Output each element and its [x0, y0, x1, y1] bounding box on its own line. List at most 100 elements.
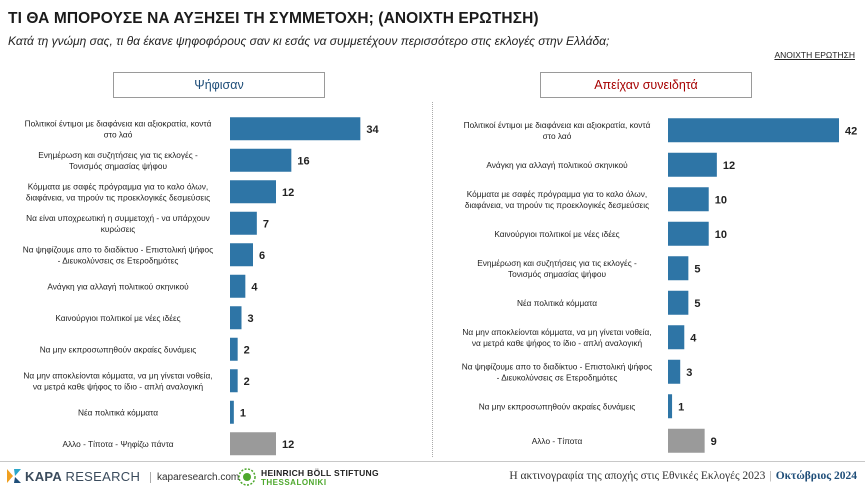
- page-title: ΤΙ ΘΑ ΜΠΟΡΟΥΣΕ ΝΑ ΑΥΞΗΣΕΙ ΤΗ ΣΥΜΜΕΤΟΧΗ; …: [8, 10, 539, 27]
- bar: [668, 325, 685, 350]
- value-label: 1: [678, 401, 684, 413]
- bar: [230, 243, 253, 267]
- category-label: Ανάγκη για αλλαγή πολιτικού σκηνικού: [47, 281, 189, 291]
- category-label-line: Κόμματα με σαφές πρόγραμμα για το καλο ό…: [467, 189, 648, 199]
- category-label-line: να μετρά καθε ψήφος το ίδιο - απλή αναλο…: [472, 338, 643, 348]
- left-bar-chart: Πολιτικοί έντιμοι με διαφάνεια και αξιοκ…: [23, 117, 379, 456]
- value-label: 4: [690, 332, 697, 344]
- category-label-line: Καινούργιοι πολιτικοί με νέες ιδέες: [55, 313, 180, 323]
- category-label-line: Ενημέρωση και συζητήσεις για τις εκλογές…: [38, 150, 198, 160]
- category-label: Να μην εκπροσωπηθούν ακραίες δυνάμεις: [40, 344, 197, 354]
- category-label-line: Καινούργιοι πολιτικοί με νέες ιδέες: [494, 229, 619, 239]
- category-label-line: διαφάνεια, να τηρούν τις προεκλογικές δε…: [465, 200, 649, 210]
- category-label: Ενημέρωση και συζητήσεις για τις εκλογές…: [477, 258, 637, 279]
- value-label: 16: [297, 155, 309, 167]
- value-label: 3: [686, 367, 692, 379]
- category-label: Ενημέρωση και συζητήσεις για τις εκλογές…: [38, 150, 198, 171]
- category-label: Να μην αποκλείονται κόμματα, να μη γίνετ…: [462, 327, 651, 348]
- value-label: 7: [263, 218, 269, 230]
- value-label: 10: [715, 194, 727, 206]
- value-label: 12: [282, 439, 294, 451]
- kapa-website: kaparesearch.com: [150, 472, 239, 483]
- value-label: 1: [240, 407, 246, 419]
- category-label-line: Να ψηφίζουμε απο το διαδίκτυο - Επιστολι…: [23, 244, 213, 254]
- kapa-brand: KAPA RESEARCH: [25, 469, 140, 484]
- category-label: Πολιτικοί έντιμοι με διαφάνεια και αξιοκ…: [25, 118, 212, 139]
- category-label-line: Να μην αποκλείονται κόμματα, να μη γίνετ…: [23, 370, 212, 380]
- right-bar-chart: Πολιτικοί έντιμοι με διαφάνεια και αξιοκ…: [462, 118, 857, 453]
- report-separator: |: [769, 470, 772, 482]
- bar: [668, 359, 681, 384]
- category-label-line: στο λαό: [104, 129, 133, 139]
- category-label-line: να μετρά καθε ψήφος το ίδιο - απλή αναλο…: [33, 381, 204, 391]
- category-label-line: Αλλο - Τίποτα: [532, 436, 583, 446]
- category-label-line: Ανάγκη για αλλαγή πολιτικού σκηνικού: [486, 160, 628, 170]
- value-label: 6: [259, 250, 265, 262]
- right-chart-title: Απείχαν συνειδητά: [540, 72, 752, 98]
- category-label-line: - Διευκολύνσεις σε Ετεροδημότες: [58, 255, 179, 265]
- category-label: Ανάγκη για αλλαγή πολιτικού σκηνικού: [486, 160, 628, 170]
- category-label: Κόμματα με σαφές πρόγραμμα για το καλο ό…: [465, 189, 649, 210]
- bar: [230, 148, 292, 172]
- category-label-line: Ανάγκη για αλλαγή πολιτικού σκηνικού: [47, 281, 189, 291]
- sunflower-icon: [238, 468, 256, 486]
- value-label: 10: [715, 229, 727, 241]
- bar: [230, 400, 234, 424]
- kapa-brand-word: KAPA: [25, 468, 62, 484]
- bar: [230, 432, 276, 456]
- value-label: 9: [711, 436, 717, 448]
- category-label-line: - Διευκολύνσεις σε Ετεροδημότες: [497, 372, 618, 382]
- category-label: Καινούργιοι πολιτικοί με νέες ιδέες: [494, 229, 619, 239]
- kapa-logo-icon: [7, 469, 21, 483]
- category-label-line: Κόμματα με σαφές πρόγραμμα για το καλο ό…: [28, 181, 209, 191]
- boll-logo: HEINRICH BÖLL STIFTUNG THESSALONIKI: [238, 468, 379, 488]
- value-label: 34: [366, 124, 379, 136]
- bar: [668, 256, 689, 281]
- category-label-line: Τονισμός σημασίας ψήφου: [508, 269, 606, 279]
- bar: [668, 394, 673, 419]
- category-label-line: Τονισμός σημασίας ψήφου: [69, 161, 167, 171]
- report-caption: Η ακτινογραφία της αποχής στις Εθνικές Ε…: [509, 470, 857, 482]
- value-label: 4: [251, 281, 258, 293]
- category-label-line: Πολιτικοί έντιμοι με διαφάνεια και αξιοκ…: [464, 120, 651, 130]
- category-label-line: Νέα πολιτικά κόμματα: [517, 298, 597, 308]
- value-label: 2: [244, 344, 250, 356]
- footer-divider: [0, 461, 865, 462]
- value-label: 42: [845, 125, 857, 137]
- category-label-line: Να μην αποκλείονται κόμματα, να μη γίνετ…: [462, 327, 651, 337]
- value-label: 12: [282, 187, 294, 199]
- bar: [668, 187, 709, 212]
- category-label: Να είναι υποχρεωτική η συμμετοχή - να υπ…: [26, 213, 210, 234]
- category-label: Νέα πολιτικά κόμματα: [517, 298, 597, 308]
- value-label: 5: [694, 298, 700, 310]
- category-label-line: Αλλο - Τίποτα - Ψηφίζω πάντα: [62, 439, 173, 449]
- value-label: 12: [723, 160, 735, 172]
- category-label: Πολιτικοί έντιμοι με διαφάνεια και αξιοκ…: [464, 120, 651, 141]
- category-label: Να ψηφίζουμε απο το διαδίκτυο - Επιστολι…: [23, 244, 213, 265]
- category-label-line: στο λαό: [543, 131, 572, 141]
- category-label: Να ψηφίζουμε απο το διαδίκτυο - Επιστολι…: [462, 361, 652, 382]
- page-subtitle: Κατά τη γνώμη σας, τι θα έκανε ψηφοφόρου…: [8, 34, 610, 48]
- kapa-brand-suffix: RESEARCH: [65, 468, 141, 484]
- category-label: Αλλο - Τίποτα: [532, 436, 583, 446]
- kapa-logo: KAPA RESEARCH: [6, 468, 140, 484]
- bar: [668, 428, 705, 453]
- bar: [668, 152, 717, 177]
- category-label-line: Να ψηφίζουμε απο το διαδίκτυο - Επιστολι…: [462, 361, 652, 371]
- value-label: 3: [248, 313, 254, 325]
- report-date: Οκτώβριος 2024: [775, 470, 857, 482]
- category-label: Νέα πολιτικά κόμματα: [78, 407, 158, 417]
- value-label: 5: [694, 263, 700, 275]
- category-label-line: κυρώσεις: [101, 224, 136, 234]
- category-label: Αλλο - Τίποτα - Ψηφίζω πάντα: [62, 439, 173, 449]
- category-label: Να μην εκπροσωπηθούν ακραίες δυνάμεις: [479, 401, 636, 411]
- panel-divider: [432, 102, 433, 457]
- report-title: Η ακτινογραφία της αποχής στις Εθνικές Ε…: [509, 470, 766, 482]
- bar: [230, 306, 242, 330]
- bar: [668, 221, 709, 246]
- category-label-line: Νέα πολιτικά κόμματα: [78, 407, 158, 417]
- category-label-line: Να μην εκπροσωπηθούν ακραίες δυνάμεις: [40, 344, 197, 354]
- category-label-line: Να μην εκπροσωπηθούν ακραίες δυνάμεις: [479, 401, 636, 411]
- partner-city: THESSALONIKI: [261, 478, 327, 487]
- category-label: Να μην αποκλείονται κόμματα, να μη γίνετ…: [23, 370, 212, 391]
